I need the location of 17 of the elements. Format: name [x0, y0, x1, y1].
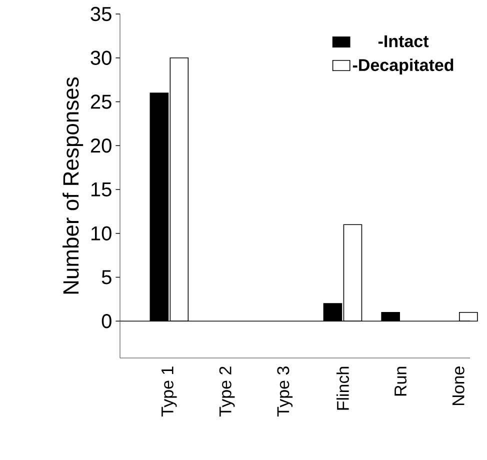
x-tick-label: Type 2: [219, 366, 235, 416]
y-tick-label: 30: [90, 50, 112, 65]
y-tick-label: 0: [102, 314, 112, 328]
y-axis-title: Number of Responses: [62, 77, 84, 294]
y-tick-label: 15: [91, 182, 112, 196]
y-tick-label: 25: [90, 94, 112, 109]
y-tick-label: 10: [91, 226, 112, 240]
y-tick-label: 35: [90, 6, 112, 22]
y-tick-label: 20: [90, 138, 112, 153]
x-tick-label: None: [452, 366, 464, 406]
x-tick-label: Type 1: [162, 366, 177, 416]
x-tick-label: Type 3: [277, 366, 293, 416]
legend-label: -Intact: [378, 35, 429, 48]
x-tick-label: Flinch: [336, 366, 349, 410]
y-tick-label: 5: [102, 270, 112, 284]
x-tick-label: Run: [394, 366, 407, 396]
legend-label: -Decapitated: [352, 58, 454, 74]
